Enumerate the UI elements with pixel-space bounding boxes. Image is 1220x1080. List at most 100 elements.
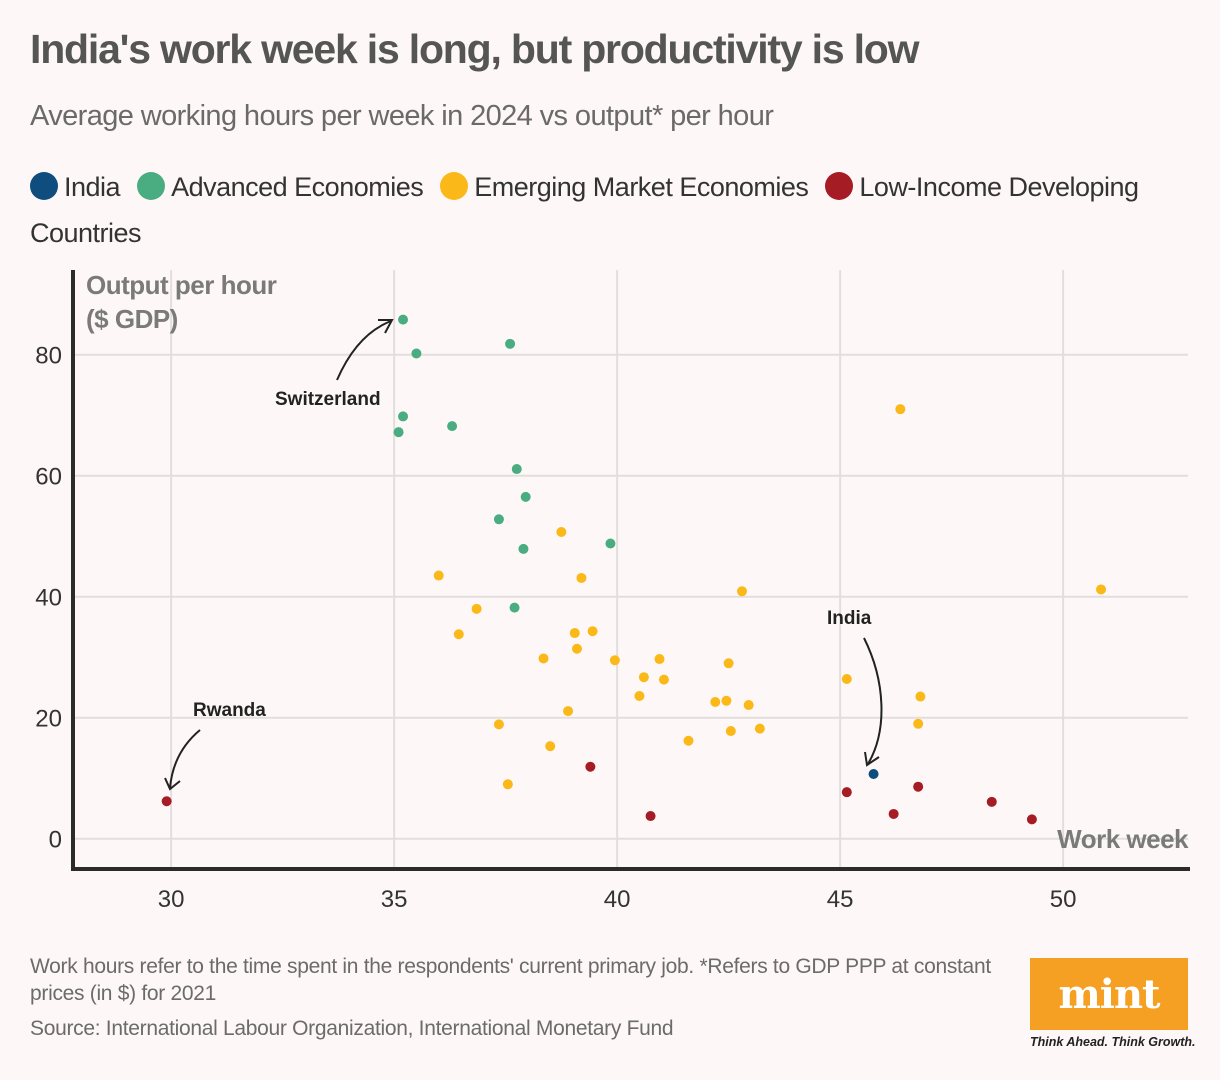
- legend-dot-icon: [30, 172, 58, 200]
- data-point-emerging-market-economies: [683, 735, 694, 746]
- data-point-emerging-market-economies: [737, 586, 747, 597]
- legend-label: India: [64, 172, 121, 202]
- india-arrow-icon: [863, 637, 883, 765]
- data-point-emerging-market-economies: [502, 779, 513, 790]
- legend-label: Advanced Economies: [171, 172, 424, 202]
- annotation-rwanda: Rwanda: [193, 700, 266, 721]
- data-point-low-income-developing-countries: [585, 761, 596, 772]
- legend: India Advanced Economies Emerging Market…: [30, 164, 1190, 256]
- source-note: Source: International Labour Organizatio…: [30, 1017, 674, 1040]
- data-point-advanced-economies: [505, 338, 516, 349]
- india-arrowhead-icon: [864, 751, 880, 767]
- legend-item-advanced: Advanced Economies: [137, 172, 424, 202]
- y-tick-label: 20: [35, 706, 62, 733]
- annotation-india: India: [827, 608, 872, 629]
- data-point-advanced-economies: [605, 538, 616, 549]
- chart-subtitle: Average working hours per week in 2024 v…: [30, 100, 774, 132]
- data-point-advanced-economies: [493, 514, 504, 525]
- data-point-emerging-market-economies: [571, 643, 582, 654]
- axes: [71, 270, 1190, 871]
- data-point-advanced-economies: [518, 543, 529, 554]
- data-point-emerging-market-economies: [433, 570, 444, 581]
- data-point-advanced-economies: [398, 411, 409, 422]
- logo-text: mint: [1058, 970, 1160, 1018]
- legend-dot-icon: [137, 172, 166, 200]
- data-point-advanced-economies: [398, 314, 409, 325]
- legend-dot-icon: [440, 172, 469, 200]
- data-point-emerging-market-economies: [725, 726, 736, 737]
- data-point-emerging-market-economies: [721, 695, 732, 706]
- data-points: [161, 314, 1107, 825]
- data-point-advanced-economies: [520, 491, 531, 502]
- data-point-emerging-market-economies: [723, 658, 734, 669]
- data-point-low-income-developing-countries: [161, 796, 172, 807]
- data-point-emerging-market-economies: [895, 404, 906, 415]
- data-point-emerging-market-economies: [538, 653, 549, 664]
- data-point-emerging-market-economies: [841, 674, 852, 685]
- rwanda-arrowhead-icon: [164, 777, 181, 791]
- legend-item-india: India: [30, 172, 121, 202]
- data-point-emerging-market-economies: [563, 706, 574, 717]
- mint-logo: mint: [1030, 958, 1188, 1030]
- grid: [73, 270, 1188, 869]
- footnote: Work hours refer to the time spent in th…: [30, 955, 991, 1005]
- data-point-emerging-market-economies: [638, 672, 649, 683]
- x-tick-label: 45: [827, 886, 854, 913]
- axis-ticks: 30 35 40 45 50 0 20 40 60 80: [35, 343, 1076, 913]
- data-point-advanced-economies: [447, 421, 458, 432]
- data-point-emerging-market-economies: [913, 718, 924, 729]
- data-point-low-income-developing-countries: [888, 808, 899, 819]
- y-tick-label: 80: [35, 343, 62, 370]
- data-point-emerging-market-economies: [654, 654, 665, 665]
- y-tick-label: 40: [35, 585, 62, 612]
- data-point-emerging-market-economies: [915, 691, 926, 702]
- switzerland-arrow-icon: [336, 320, 392, 381]
- annotation-switzerland: Switzerland: [275, 389, 381, 410]
- data-point-emerging-market-economies: [545, 741, 556, 752]
- data-point-emerging-market-economies: [471, 603, 482, 614]
- data-point-low-income-developing-countries: [841, 787, 852, 798]
- chart-title: India's work week is long, but productiv…: [30, 26, 920, 72]
- data-point-emerging-market-economies: [743, 700, 754, 711]
- data-point-emerging-market-economies: [569, 628, 580, 639]
- legend-label: Low-Income Developing Countries: [30, 172, 1139, 248]
- y-axis-title-line-1: Output per hour: [86, 270, 277, 300]
- data-point-emerging-market-economies: [710, 697, 721, 708]
- x-tick-label: 30: [158, 886, 185, 913]
- legend-item-emerging: Emerging Market Economies: [440, 172, 809, 202]
- logo-tagline: Think Ahead. Think Growth.: [1030, 1035, 1196, 1049]
- legend-label: Emerging Market Economies: [474, 172, 809, 202]
- legend-dot-icon: [825, 172, 854, 200]
- y-tick-label: 60: [35, 464, 62, 491]
- data-point-advanced-economies: [509, 602, 520, 613]
- y-axis-title: Output per hour ($ GDP): [86, 270, 277, 334]
- data-point-india: [868, 769, 879, 780]
- legend-item-low-income: Low-Income Developing Countries: [30, 172, 1139, 248]
- data-point-advanced-economies: [393, 427, 404, 438]
- data-point-low-income-developing-countries: [986, 796, 997, 807]
- data-point-emerging-market-economies: [754, 723, 765, 734]
- data-point-emerging-market-economies: [1096, 584, 1107, 595]
- x-axis-title: Work week: [1057, 824, 1189, 854]
- data-point-emerging-market-economies: [576, 572, 587, 583]
- data-point-emerging-market-economies: [658, 674, 669, 685]
- data-point-emerging-market-economies: [609, 655, 620, 666]
- y-axis-title-line-2: ($ GDP): [86, 304, 178, 334]
- annotations: Switzerland Rwanda India: [164, 319, 883, 791]
- data-point-low-income-developing-countries: [1026, 814, 1037, 825]
- data-point-low-income-developing-countries: [913, 781, 924, 792]
- data-point-emerging-market-economies: [634, 690, 645, 701]
- x-tick-label: 35: [381, 886, 408, 913]
- data-point-advanced-economies: [411, 348, 422, 359]
- data-point-emerging-market-economies: [493, 719, 504, 730]
- x-tick-label: 50: [1050, 886, 1077, 913]
- y-tick-label: 0: [49, 827, 62, 854]
- data-point-advanced-economies: [511, 464, 522, 475]
- rwanda-arrow-icon: [169, 729, 201, 789]
- data-point-emerging-market-economies: [453, 629, 464, 640]
- data-point-low-income-developing-countries: [645, 811, 656, 822]
- data-point-emerging-market-economies: [587, 626, 598, 637]
- data-point-emerging-market-economies: [556, 526, 567, 537]
- x-tick-label: 40: [604, 886, 631, 913]
